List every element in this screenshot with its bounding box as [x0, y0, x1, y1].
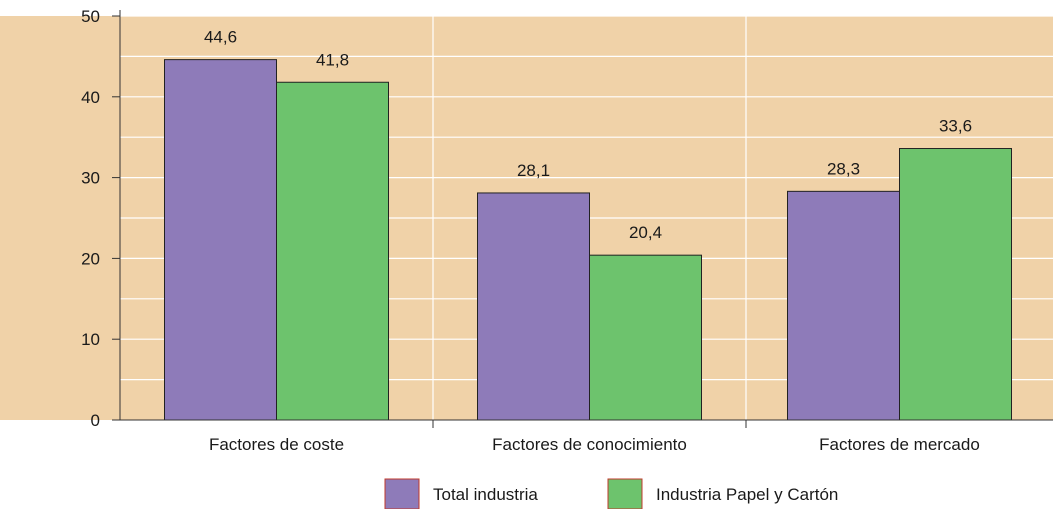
y-axis-ticks: 0 10 20 30 40 50 [81, 7, 100, 430]
data-labels: 44,6 41,8 28,1 20,4 28,3 33,6 [204, 28, 972, 243]
legend-label: Industria Papel y Cartón [656, 485, 838, 504]
legend-label: Total industria [433, 485, 538, 504]
y-tick-label: 0 [91, 411, 100, 430]
data-label: 33,6 [939, 117, 972, 136]
bar [787, 190, 900, 421]
category-label: Factores de mercado [819, 435, 980, 454]
bar [589, 254, 702, 421]
y-tick-label: 30 [81, 169, 100, 188]
category-label: Factores de conocimiento [492, 435, 687, 454]
y-tick-label: 50 [81, 7, 100, 26]
y-tick-label: 20 [81, 249, 100, 268]
data-label: 44,6 [204, 28, 237, 47]
category-label: Factores de coste [209, 435, 344, 454]
bars [164, 59, 1012, 421]
data-label: 28,1 [517, 161, 550, 180]
bar [164, 59, 277, 421]
legend-swatch [607, 478, 643, 509]
y-tick-label: 40 [81, 88, 100, 107]
data-label: 28,3 [827, 159, 860, 178]
bar [899, 148, 1012, 421]
data-label: 20,4 [629, 223, 662, 242]
x-axis-categories: Factores de coste Factores de conocimient… [209, 435, 980, 454]
axes [112, 10, 1053, 428]
bar [477, 192, 590, 421]
legend-swatch [384, 478, 420, 509]
legend: Total industria Industria Papel y Cartón [384, 478, 838, 509]
data-label: 41,8 [316, 50, 349, 69]
bar [276, 81, 389, 421]
y-tick-label: 10 [81, 330, 100, 349]
